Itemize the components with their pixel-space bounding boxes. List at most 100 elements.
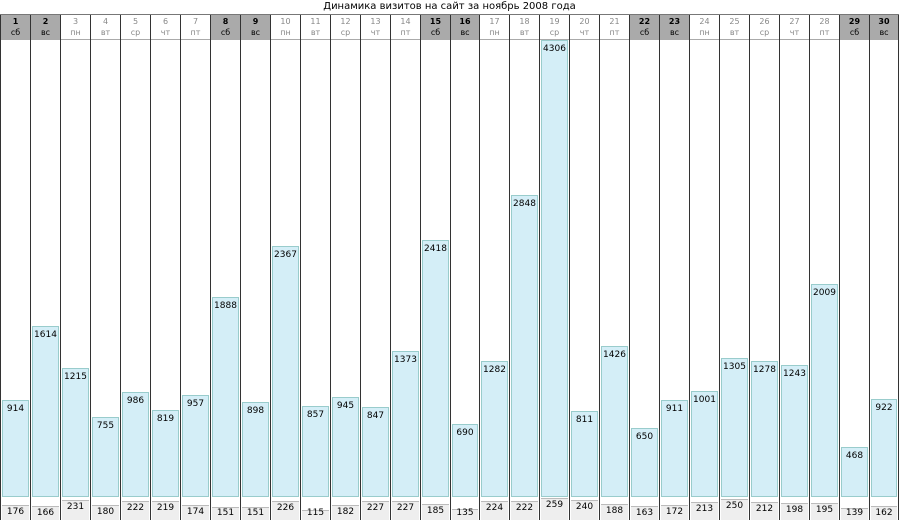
day-column: 25 вт 1305 250: [719, 15, 749, 520]
day-header: 18 вт: [510, 15, 539, 40]
secondary-bar: [32, 505, 59, 520]
day-header: 20 чт: [570, 15, 599, 40]
secondary-bar: [122, 501, 149, 520]
secondary-data-label: 259: [545, 500, 564, 510]
weekday-label: чт: [370, 28, 381, 37]
visits-data-label: 1282: [483, 364, 506, 375]
day-column: 11 вт 857 115: [300, 15, 330, 520]
weekday-label: сб: [639, 28, 650, 37]
day-column: 19 ср 4306 259: [539, 15, 569, 520]
day-header: 1 сб: [1, 15, 30, 40]
secondary-data-label: 176: [6, 507, 25, 518]
secondary-bar: [2, 505, 29, 520]
visits-bar: [811, 283, 838, 497]
visits-data-label: 1215: [64, 372, 87, 383]
day-column: 26 ср 1278 212: [749, 15, 779, 520]
visits-bar: [392, 351, 419, 497]
secondary-data-label: 135: [456, 508, 474, 518]
secondary-bar: [332, 504, 359, 520]
secondary-bar: [841, 508, 868, 520]
tick-label: 27: [789, 17, 800, 26]
secondary-bar: [601, 504, 628, 520]
visits-data-label: 811: [575, 414, 594, 425]
visits-data-label: 468: [845, 451, 864, 462]
visits-bar: [631, 428, 658, 497]
visits-data-label: 945: [336, 400, 355, 411]
visits-data-label: 2009: [813, 287, 836, 298]
weekday-label: вс: [879, 28, 889, 37]
secondary-data-label: 212: [755, 503, 774, 514]
day-header: 11 вт: [301, 15, 330, 40]
tick-label: 10: [280, 17, 291, 26]
visits-data-label: 4306: [543, 44, 566, 54]
tick-label: 1: [12, 17, 19, 26]
visits-bar: [661, 400, 688, 497]
day-header: 13 чт: [361, 15, 390, 40]
visits-data-label: 1243: [783, 369, 806, 380]
day-header: 26 ср: [750, 15, 779, 40]
secondary-data-label: 151: [216, 508, 235, 518]
tick-label: 20: [579, 17, 590, 26]
secondary-bar: [62, 500, 89, 520]
visits-bar: [871, 399, 897, 497]
secondary-data-label: 198: [785, 505, 804, 516]
secondary-data-label: 222: [515, 503, 534, 514]
visits-data-label: 2418: [424, 244, 447, 255]
day-header: 21 пт: [600, 15, 629, 40]
day-column: 2 вс 1614 166: [30, 15, 60, 520]
tick-label: 13: [370, 17, 381, 26]
tick-label: 14: [400, 17, 411, 26]
tick-label: 9: [252, 17, 259, 26]
visits-data-label: 922: [875, 403, 893, 414]
day-header: 7 пт: [181, 15, 210, 40]
secondary-data-label: 213: [695, 503, 714, 514]
secondary-data-label: 163: [635, 508, 654, 518]
tick-label: 2: [42, 17, 49, 26]
weekday-label: пт: [400, 28, 411, 37]
secondary-data-label: 226: [276, 502, 295, 513]
visits-bar: [691, 390, 718, 497]
visits-data-label: 986: [126, 396, 145, 407]
day-header: 29 сб: [840, 15, 869, 40]
secondary-bar: [452, 508, 478, 520]
day-column: 10 пн 2367 226: [270, 15, 300, 520]
secondary-bar: [92, 504, 119, 520]
visits-bar: [302, 406, 329, 497]
secondary-bar: [182, 505, 209, 520]
weekday-label: ср: [549, 28, 560, 37]
day-column: 28 пт 2009 195: [809, 15, 839, 520]
visits-bar: [362, 407, 389, 497]
plot-area: 1 сб 914 176 2 вс 1614 166 3 пн 1215 231 4 вт 755 180 5 с…: [0, 15, 899, 520]
weekday-label: сб: [849, 28, 860, 37]
secondary-data-label: 162: [875, 508, 893, 518]
weekday-label: сб: [220, 28, 231, 37]
tick-label: 30: [878, 17, 890, 26]
day-header: 2 вс: [31, 15, 60, 40]
tick-label: 5: [132, 17, 139, 26]
tick-label: 26: [759, 17, 770, 26]
weekday-label: вс: [669, 28, 680, 37]
day-column: 5 ср 986 222: [120, 15, 150, 520]
visits-data-label: 650: [635, 432, 654, 442]
secondary-data-label: 224: [485, 502, 504, 513]
visits-data-label: 2848: [513, 198, 536, 209]
day-column: 29 сб 468 139: [839, 15, 869, 520]
tick-label: 4: [102, 17, 109, 26]
weekday-label: ср: [340, 28, 351, 37]
tick-label: 6: [162, 17, 169, 26]
day-header: 23 вс: [660, 15, 689, 40]
visits-bar: [571, 410, 598, 497]
visits-bar: [781, 365, 808, 497]
tick-label: 15: [429, 17, 442, 26]
weekday-label: вт: [310, 28, 321, 37]
visits-bar: [92, 416, 119, 497]
visits-bar: [32, 325, 59, 497]
visits-data-label: 1426: [603, 349, 626, 360]
weekday-label: сб: [430, 28, 441, 37]
visits-data-label: 914: [6, 403, 25, 414]
visits-data-label: 755: [96, 420, 115, 431]
tick-label: 12: [340, 17, 351, 26]
weekday-label: чт: [789, 28, 800, 37]
secondary-data-label: 231: [66, 502, 85, 513]
weekday-label: пт: [190, 28, 201, 37]
